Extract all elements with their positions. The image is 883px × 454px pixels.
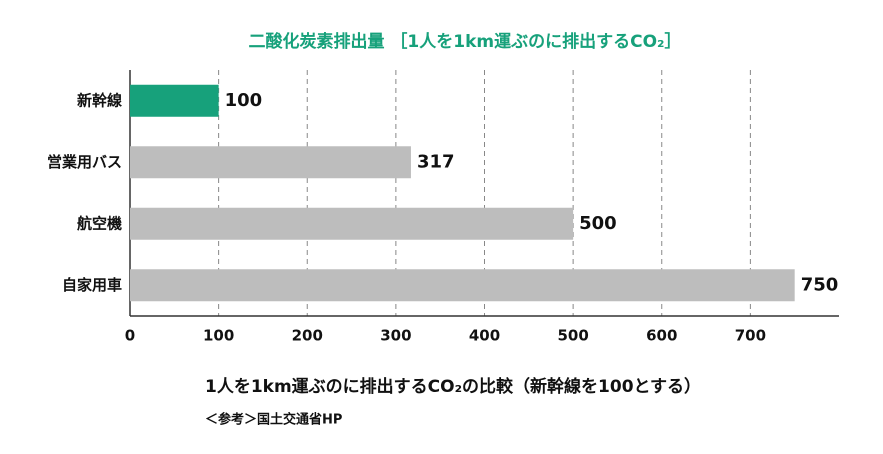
x-tick-label: 400: [469, 327, 500, 345]
x-tick-label: 600: [646, 327, 677, 345]
caption: 1人を1km運ぶのに排出するCO₂の比較（新幹線を100とする）: [205, 376, 701, 397]
value-label: 317: [417, 151, 455, 172]
x-tick-label: 200: [292, 327, 323, 345]
y-tick-label: 新幹線: [77, 91, 122, 109]
x-tick-label: 100: [203, 327, 234, 345]
source: ＜参考＞国土交通省HP: [205, 412, 342, 428]
y-tick-label: 自家用車: [62, 276, 122, 294]
value-label: 750: [801, 274, 839, 295]
x-tick-label: 300: [380, 327, 411, 345]
bar: [130, 84, 219, 117]
bar: [130, 146, 411, 179]
x-tick-label: 500: [557, 327, 588, 345]
bar: [130, 269, 795, 302]
bar: [130, 207, 574, 240]
x-tick-label: 0: [125, 327, 135, 345]
value-label: 500: [579, 213, 617, 234]
chart-title: 二酸化炭素排出量 ［1人を1km運ぶのに排出するCO₂］: [249, 31, 682, 52]
y-tick-label: 航空機: [77, 214, 122, 232]
value-label: 100: [225, 90, 263, 111]
y-tick-label: 営業用バス: [47, 153, 122, 171]
x-tick-label: 700: [735, 327, 766, 345]
